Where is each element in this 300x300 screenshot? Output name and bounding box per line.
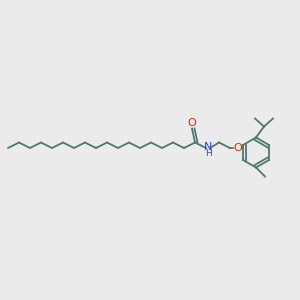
- Text: H: H: [205, 149, 212, 158]
- Text: N: N: [204, 142, 212, 152]
- Text: O: O: [188, 118, 196, 128]
- Text: O: O: [234, 143, 242, 153]
